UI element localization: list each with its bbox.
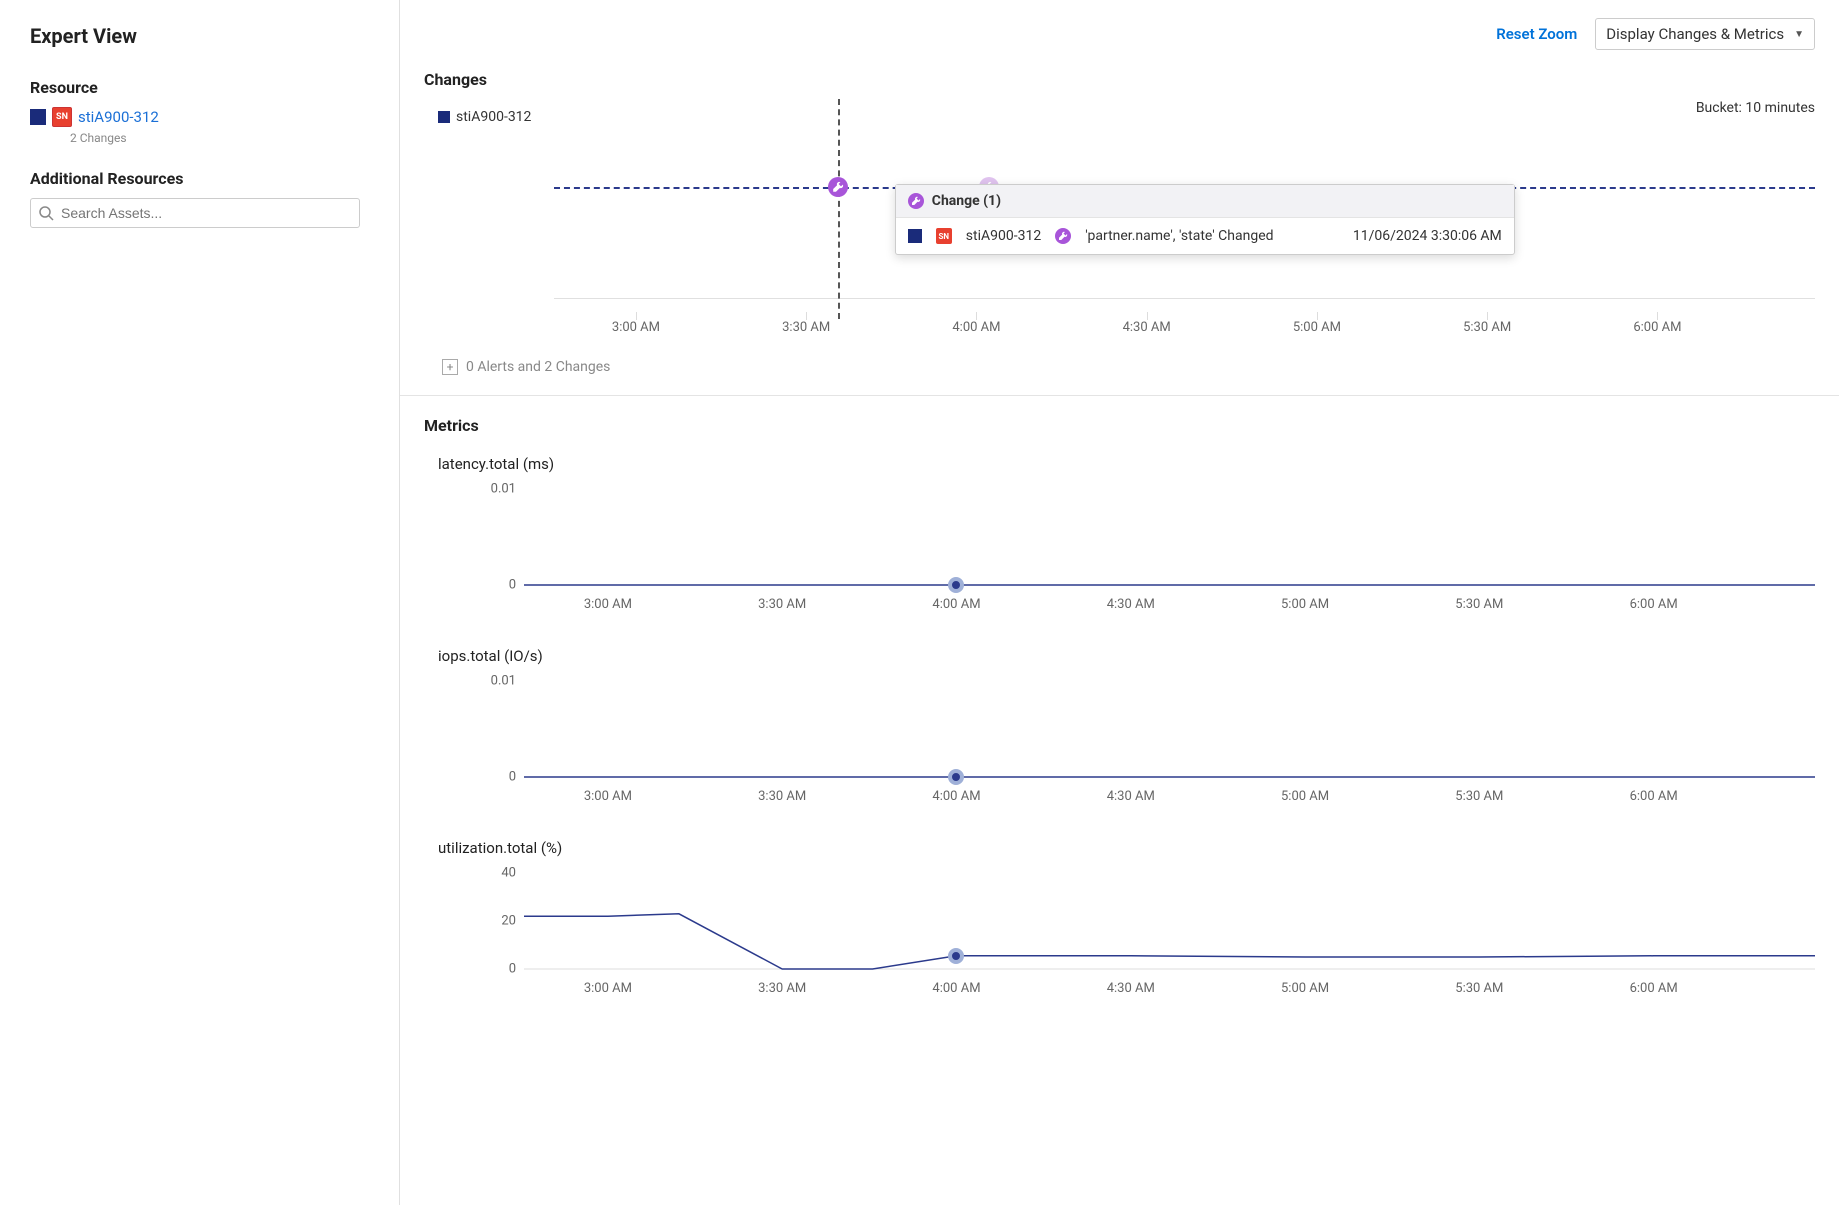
crosshair-vertical	[838, 99, 840, 319]
y-axis-tick: 0.01	[491, 674, 516, 689]
alerts-changes-summary[interactable]: + 0 Alerts and 2 Changes	[442, 359, 1815, 375]
metric-chart-title: utilization.total (%)	[438, 839, 1815, 857]
wrench-icon	[908, 193, 924, 209]
data-point-marker[interactable]	[946, 767, 966, 787]
y-axis-tick: 0.01	[491, 482, 516, 497]
change-marker[interactable]	[828, 177, 848, 197]
chevron-down-icon: ▼	[1794, 29, 1804, 40]
x-axis-tick: 4:30 AM	[1107, 597, 1155, 612]
data-point-marker[interactable]	[946, 575, 966, 595]
metric-chart-title: iops.total (IO/s)	[438, 647, 1815, 665]
x-axis-tick: 5:30 AM	[1455, 981, 1503, 996]
x-axis-tick: 3:30 AM	[782, 320, 830, 335]
page-title: Expert View	[30, 24, 369, 48]
display-mode-select[interactable]: Display Changes & Metrics ▼	[1595, 18, 1815, 50]
resource-link[interactable]: stiA900-312	[78, 108, 159, 126]
tooltip-header: Change (1)	[896, 185, 1514, 218]
y-axis-tick: 0	[509, 770, 516, 785]
metric-chart[interactable]: utilization.total (%) 40 20 0 3:00 AM 3:30 AM…	[424, 839, 1815, 1011]
change-tooltip: Change (1) SN stiA900-312 'partner.name'…	[895, 184, 1515, 255]
search-assets-input[interactable]	[30, 198, 360, 228]
metric-chart-title: latency.total (ms)	[438, 455, 1815, 473]
storage-node-icon: SN	[936, 228, 952, 244]
x-axis-tick: 3:00 AM	[612, 320, 660, 335]
x-axis-tick: 3:30 AM	[758, 789, 806, 804]
resource-changes-count: 2 Changes	[70, 131, 369, 145]
tooltip-body: SN stiA900-312 'partner.name', 'state' C…	[896, 218, 1514, 254]
x-axis-tick: 3:00 AM	[584, 597, 632, 612]
x-axis-tick: 5:00 AM	[1281, 597, 1329, 612]
tooltip-title: Change (1)	[932, 193, 1001, 209]
x-axis-tick: 5:00 AM	[1281, 789, 1329, 804]
search-icon	[38, 205, 54, 221]
sidebar: Expert View Resource SN stiA900-312 2 Ch…	[0, 0, 400, 1205]
additional-resources-label: Additional Resources	[30, 169, 369, 188]
x-axis-tick: 4:00 AM	[932, 597, 980, 612]
data-point-marker[interactable]	[946, 946, 966, 966]
topbar: Reset Zoom Display Changes & Metrics ▼	[424, 18, 1815, 50]
reset-zoom-button[interactable]: Reset Zoom	[1496, 25, 1577, 43]
legend-color-swatch	[438, 111, 450, 123]
x-axis-tick: 3:30 AM	[758, 981, 806, 996]
metric-chart[interactable]: iops.total (IO/s) 0.01 0 3:00 AM 3:30 AM 4:00…	[424, 647, 1815, 819]
y-axis-tick: 20	[501, 914, 516, 929]
tooltip-resource-name: stiA900-312	[966, 228, 1041, 244]
y-axis-tick: 40	[501, 866, 516, 881]
resource-row[interactable]: SN stiA900-312	[30, 107, 369, 127]
storage-node-icon: SN	[52, 107, 72, 127]
x-axis-tick: 6:00 AM	[1630, 597, 1678, 612]
x-axis-tick: 5:00 AM	[1281, 981, 1329, 996]
metrics-section-title: Metrics	[424, 416, 1815, 435]
display-mode-label: Display Changes & Metrics	[1606, 25, 1784, 43]
legend-label: stiA900-312	[456, 109, 531, 125]
wrench-icon	[1055, 228, 1071, 244]
x-axis-tick: 4:30 AM	[1107, 981, 1155, 996]
expand-icon[interactable]: +	[442, 359, 458, 375]
x-axis-tick: 6:00 AM	[1633, 320, 1681, 335]
tooltip-timestamp: 11/06/2024 3:30:06 AM	[1353, 228, 1502, 244]
x-axis-tick: 4:00 AM	[932, 981, 980, 996]
x-axis-tick: 5:30 AM	[1463, 320, 1511, 335]
x-axis-tick: 4:00 AM	[932, 789, 980, 804]
x-axis-tick: 5:30 AM	[1455, 597, 1503, 612]
alerts-changes-text: 0 Alerts and 2 Changes	[466, 359, 610, 375]
changes-section-title: Changes	[424, 70, 1815, 89]
x-axis-tick: 4:30 AM	[1123, 320, 1171, 335]
x-axis-tick: 3:00 AM	[584, 789, 632, 804]
tooltip-resource-swatch	[908, 229, 922, 243]
changes-timeline[interactable]: stiA900-312 3:00 AM3:30 AM4:00 AM4:30 AM…	[424, 109, 1815, 329]
metric-chart[interactable]: latency.total (ms) 0.01 0 3:00 AM 3:30 AM 4:0…	[424, 455, 1815, 627]
resource-section-label: Resource	[30, 78, 369, 97]
section-divider	[400, 395, 1839, 396]
x-axis-tick: 6:00 AM	[1630, 789, 1678, 804]
x-axis-tick: 5:00 AM	[1293, 320, 1341, 335]
x-axis-tick: 5:30 AM	[1455, 789, 1503, 804]
y-axis-tick: 0	[509, 962, 516, 977]
main-content: Reset Zoom Display Changes & Metrics ▼ C…	[400, 0, 1839, 1205]
y-axis-tick: 0	[509, 578, 516, 593]
x-axis-tick: 3:00 AM	[584, 981, 632, 996]
x-axis-tick: 4:30 AM	[1107, 789, 1155, 804]
tooltip-change-description: 'partner.name', 'state' Changed	[1085, 228, 1273, 244]
search-assets-wrap	[30, 198, 369, 228]
resource-color-swatch	[30, 109, 46, 125]
x-axis-tick: 6:00 AM	[1630, 981, 1678, 996]
x-axis-tick: 3:30 AM	[758, 597, 806, 612]
x-axis-tick: 4:00 AM	[952, 320, 1000, 335]
changes-legend-item: stiA900-312	[438, 109, 1815, 125]
